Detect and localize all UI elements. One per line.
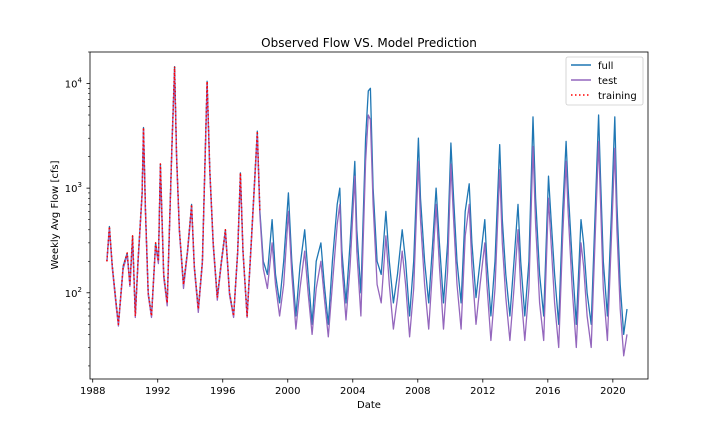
legend-label-training: training [598, 91, 637, 102]
x-tick-label: 2004 [340, 386, 365, 397]
axes-frame [89, 51, 649, 380]
x-tick-label: 2008 [405, 386, 430, 397]
x-tick-label: 1992 [145, 386, 170, 397]
x-axis-label: Date [357, 400, 381, 411]
series-line-training [106, 65, 261, 326]
legend-label-test: test [598, 76, 617, 87]
y-tick-label: 104 [65, 77, 83, 91]
y-axis: 102 103 104 [65, 51, 90, 367]
y-tick-label: 103 [65, 181, 82, 195]
x-tick-label: 2020 [600, 386, 625, 397]
plot-area [89, 51, 649, 380]
x-tick-label: 1988 [80, 386, 105, 397]
legend: full test training [565, 56, 644, 106]
x-axis: 1988 1992 1996 2000 2004 2008 2012 2016 2020 [80, 379, 626, 397]
x-tick-label: 2012 [470, 386, 495, 397]
series-layer [106, 65, 628, 357]
legend-label-full: full [598, 61, 613, 72]
legend-box [565, 56, 644, 106]
x-tick-label: 1996 [210, 386, 235, 397]
x-tick-label: 2000 [275, 386, 300, 397]
x-tick-label: 2016 [535, 386, 560, 397]
y-tick-label: 102 [65, 286, 82, 300]
y-axis-label: Weekly Avg Flow [cfs] [50, 160, 61, 269]
chart-title: Observed Flow VS. Model Prediction [261, 36, 477, 50]
